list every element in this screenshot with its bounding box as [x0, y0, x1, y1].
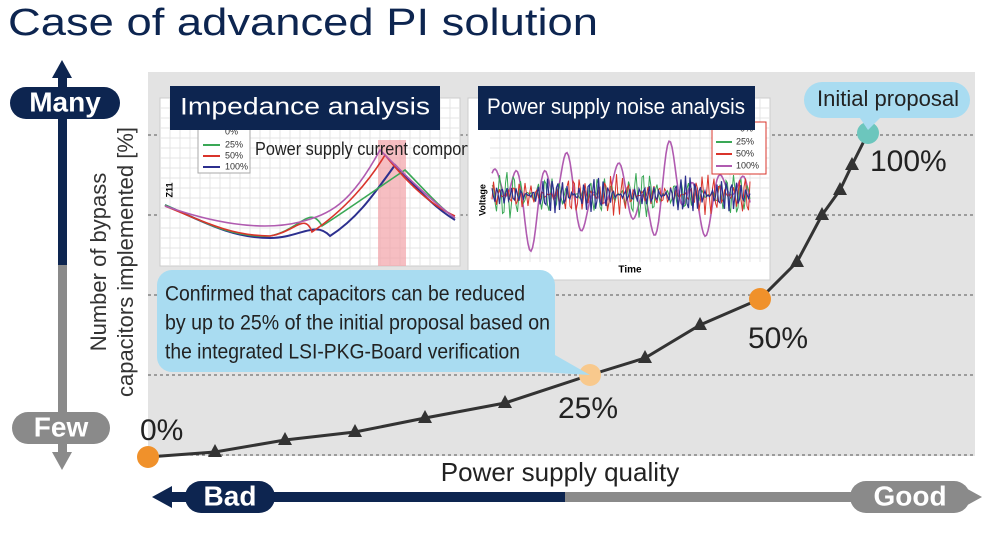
good: Good: [873, 480, 946, 511]
point-label: 25%: [558, 392, 618, 425]
triangle-marker: [278, 432, 292, 445]
triangle-marker: [418, 410, 432, 423]
legend-item: 50%: [736, 148, 754, 158]
arrow-head: [52, 452, 72, 470]
many: Many: [29, 86, 101, 117]
impedance-inset: Z11 0% 25% 50% 100% Power supply current…: [159, 86, 493, 267]
point-100: [857, 122, 879, 144]
proposal-text: Initial proposal: [817, 86, 959, 111]
signal: [491, 175, 751, 214]
bad-pill: [185, 481, 275, 513]
inset-title: Impedance analysis: [180, 93, 430, 120]
markers: [208, 157, 859, 457]
callout-line: the integrated LSI-PKG-Board verificatio…: [165, 341, 520, 364]
arrow-head: [152, 486, 172, 508]
triangle-marker: [845, 157, 859, 170]
triangle-marker: [693, 317, 707, 330]
inset-title: Power supply noise analysis: [487, 94, 745, 119]
x-label: Power supply quality: [441, 457, 679, 487]
legend-item: 100%: [225, 161, 248, 171]
arrow-right: [565, 492, 965, 502]
legend-item: 25%: [225, 139, 243, 149]
triangle-marker: [833, 182, 847, 195]
point-50: [749, 288, 771, 310]
noise-inset: Voltage Time 0% 25% 50% 100% Power suppl…: [467, 86, 771, 281]
triangle-marker: [790, 254, 804, 267]
arrow-bottom: [58, 265, 67, 455]
few: Few: [34, 411, 89, 442]
triangle-marker: [208, 444, 222, 457]
arrow-top: [58, 75, 67, 265]
point-label: 100%: [870, 145, 947, 178]
triangle-marker: [498, 395, 512, 408]
arrow-left: [170, 492, 565, 502]
legend-item: 50%: [225, 150, 243, 160]
callout-line: by up to 25% of the initial proposal bas…: [165, 312, 550, 335]
triangle-marker: [815, 207, 829, 220]
callout-line: Confirmed that capacitors can be reduced: [165, 283, 525, 306]
y-label: Number of bypass: [86, 173, 111, 352]
point-label: 50%: [748, 322, 808, 355]
legend-item: 0%: [225, 126, 238, 136]
triangle-marker: [348, 424, 362, 437]
bad: Bad: [204, 480, 257, 511]
triangle-marker: [638, 350, 652, 363]
legend-item: 25%: [736, 136, 754, 146]
point-0: [137, 446, 159, 468]
point-label: 0%: [140, 414, 183, 447]
legend-item: 100%: [736, 160, 759, 170]
axis-label: Z11: [164, 182, 174, 197]
signal: [491, 140, 751, 253]
annotation: Power supply current component: [255, 139, 493, 159]
axis-label: Time: [618, 265, 642, 276]
few-pill: [12, 412, 110, 444]
arrow-head: [52, 60, 72, 78]
callout-bubble: [157, 270, 590, 375]
many-pill: [10, 87, 120, 119]
y-label: capacitors implemented [%]: [113, 127, 138, 397]
title: Case of advanced PI solution: [8, 2, 598, 44]
proposal-bubble: [804, 82, 970, 130]
good-pill: [850, 481, 970, 513]
axis-label: Voltage: [477, 184, 487, 216]
